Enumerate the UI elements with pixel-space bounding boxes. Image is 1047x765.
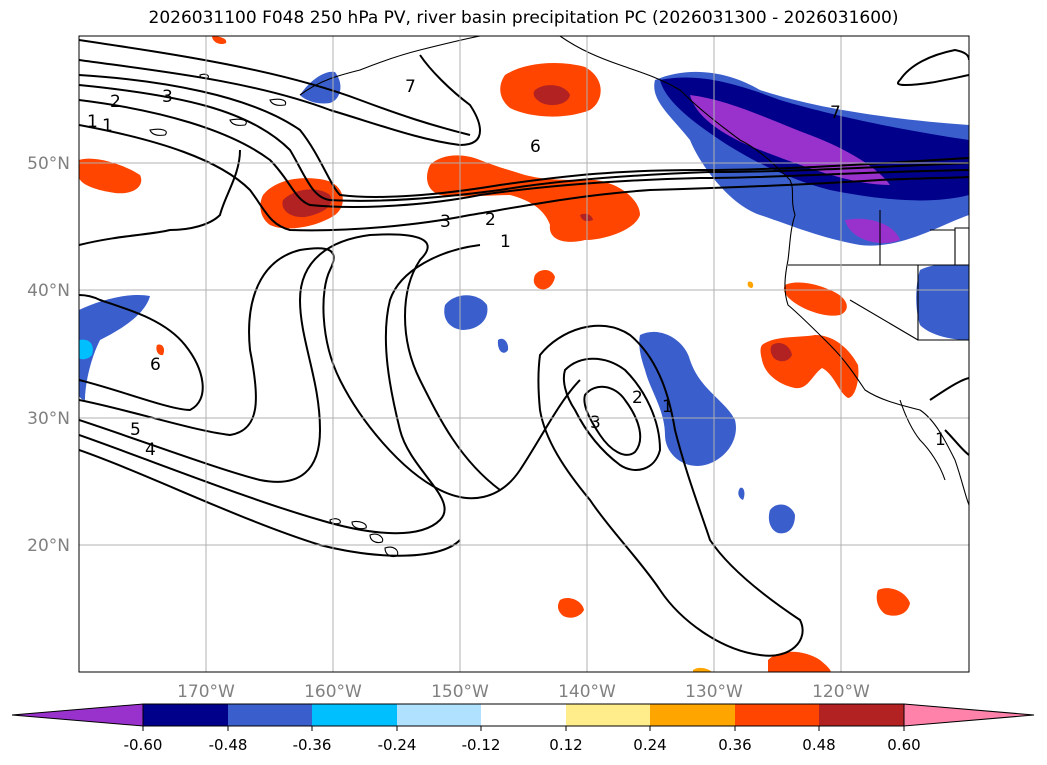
lat-label: 40°N <box>27 281 70 301</box>
lon-label: 140°W <box>558 682 616 702</box>
colorbar-segment <box>650 704 735 726</box>
contour-label: 1 <box>500 232 511 252</box>
contour-label: 1 <box>102 116 113 136</box>
lat-label: 20°N <box>27 536 70 556</box>
colorbar-segment <box>228 704 312 726</box>
colorbar-ticks <box>142 726 905 731</box>
contour-label: 4 <box>145 440 156 460</box>
colorbar-segment <box>566 704 650 726</box>
colorbar-tick-labels: -0.60 -0.48 -0.36 -0.24 -0.12 0.12 0.24 … <box>124 736 921 754</box>
lat-label: 30°N <box>27 409 70 429</box>
colorbar-extend-left <box>11 703 144 727</box>
colorbar-segment <box>397 704 481 726</box>
lat-label: 50°N <box>27 154 70 174</box>
colorbar-tick-label: 0.12 <box>549 736 582 754</box>
lon-label: 120°W <box>812 682 870 702</box>
contour-label: 2 <box>632 388 643 408</box>
colorbar-tick-label: -0.12 <box>462 736 501 754</box>
colorbar-segment <box>819 704 904 726</box>
colorbar-tick-label: 0.60 <box>887 736 920 754</box>
lon-label: 160°W <box>304 682 362 702</box>
map-frame <box>78 35 970 673</box>
colorbar-segment <box>735 704 819 726</box>
colorbar-extend-right <box>903 703 1035 727</box>
colorbar-tick-label: -0.60 <box>124 736 163 754</box>
contour-label: 1 <box>662 397 673 417</box>
colorbar-tick-label: -0.36 <box>293 736 332 754</box>
map-title: 2026031100 F048 250 hPa PV, river basin … <box>148 8 899 28</box>
contour-label: 6 <box>530 137 541 157</box>
contour-label: 3 <box>162 87 173 107</box>
colorbar-tick-label: -0.48 <box>209 736 248 754</box>
contour-label: 7 <box>830 103 841 123</box>
contour-label: 1 <box>87 112 98 132</box>
lat-tick-labels: 50°N 40°N 30°N 20°N <box>27 154 70 556</box>
colorbar-segment <box>312 704 397 726</box>
contour-label: 2 <box>485 210 496 230</box>
contour-labels: 2 3 1 1 6 7 6 5 4 3 2 1 3 2 1 7 1 <box>87 77 946 460</box>
pv-contour-layer <box>79 39 969 657</box>
contour-label: 6 <box>150 355 161 375</box>
grid-lines <box>79 36 969 672</box>
contour-label: 2 <box>110 92 121 112</box>
colorbar-segment <box>143 704 228 726</box>
colorbar-tick-label: 0.48 <box>802 736 835 754</box>
coastline-layer <box>149 36 969 558</box>
colorbar-segment <box>481 704 566 726</box>
contour-label: 1 <box>935 430 946 450</box>
colorbar-tick-label: 0.24 <box>633 736 666 754</box>
lon-tick-labels: 170°W 160°W 150°W 140°W 130°W 120°W <box>177 682 870 702</box>
contour-label: 7 <box>405 77 416 97</box>
colorbar <box>11 703 1035 727</box>
contour-label: 3 <box>590 413 601 433</box>
contour-label: 5 <box>130 420 141 440</box>
colorbar-tick-label: -0.24 <box>378 736 417 754</box>
lon-label: 150°W <box>431 682 489 702</box>
colorbar-tick-label: 0.36 <box>718 736 751 754</box>
colorbar-frame <box>142 703 905 727</box>
lon-label: 170°W <box>177 682 235 702</box>
lon-label: 130°W <box>685 682 743 702</box>
contour-label: 3 <box>440 212 451 232</box>
